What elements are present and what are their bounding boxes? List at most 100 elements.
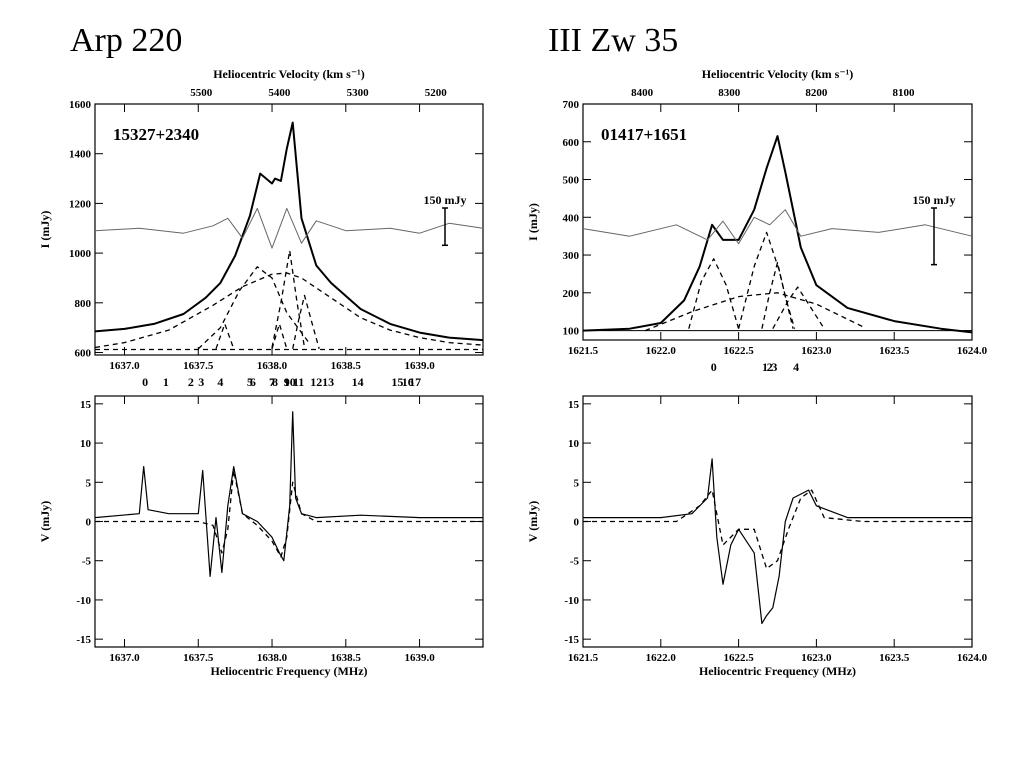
- arp220-stokes-V-ytick-label: 5: [86, 477, 92, 489]
- iiizw35-stokes-V-xtick-label: 1624.0: [957, 652, 988, 664]
- iiizw35-stokes-V-ytick-label: 15: [568, 399, 580, 411]
- iiizw35-stokes-I-x2tick-label: 8300: [718, 87, 741, 99]
- iiizw35-stokes-I-component-label: 0: [711, 360, 717, 374]
- iiizw35-stokes-V-ytick-label: 10: [568, 438, 580, 450]
- arp220-stokes-I-series-dashed-3: [271, 249, 306, 348]
- iiizw35-stokes-I-source-label: 01417+1651: [601, 125, 687, 144]
- arp220-stokes-V-ytick-label: 0: [86, 517, 92, 529]
- iiizw35-stokes-I-ytick-label: 200: [563, 288, 580, 300]
- iiizw35-stokes-V-ytick-label: 5: [574, 477, 580, 489]
- iiizw35-stokes-I-component-label: 3: [771, 360, 777, 374]
- arp220-stokes-I-component-label: 10: [284, 375, 296, 389]
- iiizw35-stokes-I-ytick-label: 300: [563, 250, 580, 262]
- iiizw35-stokes-I-ytick-label: 600: [563, 137, 580, 149]
- arp220-stokes-I-component-label: 11: [293, 375, 304, 389]
- iiizw35-stokes-I-x2tick-label: 8400: [631, 87, 654, 99]
- iiizw35-stokes-V-ytick-label: -5: [570, 556, 580, 568]
- arp220-stokes-I-component-label: 3: [198, 375, 204, 389]
- iiizw35-stokes-I-x2label: Heliocentric Velocity (km s⁻¹): [702, 67, 854, 81]
- iiizw35-stokes-I-series-dashed-3: [761, 261, 796, 329]
- iiizw35-stokes-I-ytick-label: 400: [563, 212, 580, 224]
- iiizw35-stokes-I-xtick-label: 1624.0: [957, 345, 988, 357]
- arp220-stokes-I-component-label: 1: [163, 375, 169, 389]
- arp220-stokes-I-component-label: 2: [188, 375, 194, 389]
- arp220-stokes-I-x2tick-label: 5300: [347, 87, 370, 99]
- arp220-stokes-I-component-label: 12: [310, 375, 322, 389]
- iiizw35-stokes-V-xlabel: Heliocentric Frequency (MHz): [699, 664, 856, 678]
- iiizw35-stokes-I-frame: [582, 103, 973, 341]
- arp220-stokes-V-xtick-label: 1637.0: [109, 652, 140, 664]
- arp220-stokes-I-scale-bar-label: 150 mJy: [424, 193, 467, 207]
- arp220-stokes-I-component-label: 13: [322, 375, 334, 389]
- iiizw35-stokes-I-scale-bar-label: 150 mJy: [913, 193, 956, 207]
- arp220-stokes-I-component-label: 8: [272, 375, 278, 389]
- iiizw35-stokes-I-component-label: 4: [793, 360, 799, 374]
- arp220-stokes-V-xtick-label: 1638.0: [257, 652, 288, 664]
- arp220-stokes-I-x2label: Heliocentric Velocity (km s⁻¹): [213, 67, 365, 81]
- iiizw35-stokes-V-xtick-label: 1623.5: [879, 652, 910, 664]
- iiizw35-stokes-V-ytick-label: -15: [564, 634, 579, 646]
- arp220-stokes-I-xtick-label: 1638.5: [331, 360, 362, 372]
- arp220-stokes-I-ytick-label: 1000: [69, 248, 92, 260]
- iiizw35-stokes-I-ylabel: I (mJy): [526, 203, 540, 241]
- iiizw35-stokes-V-ytick-label: 0: [574, 517, 580, 529]
- iiizw35-stokes-V-ytick-label: -10: [564, 595, 579, 607]
- iiizw35-stokes-V-series-dashed-1: [583, 489, 972, 570]
- iiizw35-stokes-I-series-dashed-2: [737, 231, 794, 329]
- arp220-stokes-I-series-dashed-1: [94, 272, 484, 349]
- arp220-stokes-I-component-label: 15: [391, 375, 403, 389]
- arp220-stokes-I-component-label: 14: [352, 375, 364, 389]
- arp220-stokes-I-source-label: 15327+2340: [113, 125, 199, 144]
- arp220-stokes-I-ytick-label: 1200: [69, 198, 92, 210]
- arp220-stokes-I-series-dashed-5: [215, 323, 235, 350]
- arp220-stokes-I-series-residual-8: [94, 207, 484, 249]
- arp220-stokes-I-ytick-label: 1600: [69, 99, 92, 111]
- arp220-stokes-I-ytick-label: 1400: [69, 149, 92, 161]
- iiizw35-stokes-I-series-dashed-4: [772, 286, 825, 330]
- iiizw35-stokes-V-series-solid-0: [583, 458, 972, 625]
- arp220-stokes-V-ytick-label: -10: [76, 595, 91, 607]
- arp220-stokes-I-component-label: 5: [247, 375, 253, 389]
- iiizw35-stokes-I-component-label: 1: [762, 360, 768, 374]
- arp220-stokes-V-ytick-label: 15: [80, 399, 92, 411]
- arp220-stokes-I-component-label: 0: [142, 375, 148, 389]
- arp220-stokes-I-component-label: 9: [284, 375, 290, 389]
- arp220-stokes-I-component-label: 4: [217, 375, 223, 389]
- arp220-stokes-I-series-solid-thick-0: [94, 121, 484, 342]
- arp220-stokes-V-ytick-label: -5: [82, 556, 92, 568]
- arp220-stokes-I-xtick-label: 1639.0: [404, 360, 435, 372]
- arp220-stokes-I-series-dashed-4: [292, 294, 320, 349]
- title-arp220: Arp 220: [70, 22, 183, 59]
- arp220-stokes-I-xtick-label: 1638.0: [257, 360, 288, 372]
- iiizw35-stokes-I-series-solid-thick-0: [582, 135, 973, 334]
- arp220-stokes-I-ytick-label: 800: [75, 298, 92, 310]
- iiizw35-stokes-I-ytick-label: 100: [563, 326, 580, 338]
- arp220-stokes-V-xtick-label: 1637.5: [183, 652, 214, 664]
- arp220-stokes-I-frame: [94, 103, 484, 356]
- iiizw35-stokes-V-xtick-label: 1622.5: [723, 652, 754, 664]
- arp220-stokes-V-series-solid-0: [94, 411, 483, 578]
- iiizw35-stokes-I-x2tick-label: 8200: [805, 87, 828, 99]
- arp220-stokes-V-ylabel: V (mJy): [38, 501, 52, 542]
- iiizw35-stokes-I-series-dashed-5: [644, 292, 864, 332]
- arp220-stokes-I-ylabel: I (mJy): [38, 211, 52, 249]
- arp220-stokes-V-series-dashed-1: [95, 469, 483, 558]
- arp220-stokes-I-component-label: 16: [402, 375, 414, 389]
- arp220-stokes-I-x2tick-label: 5500: [190, 87, 213, 99]
- arp220-stokes-I-component-label: 6: [250, 375, 256, 389]
- arp220-stokes-I-component-label: 17: [409, 375, 421, 389]
- title-iiizw35: III Zw 35: [548, 22, 679, 59]
- iiizw35-stokes-I-x2tick-label: 8100: [893, 87, 916, 99]
- arp220-stokes-I-x2tick-label: 5200: [425, 87, 448, 99]
- arp220-stokes-I-xtick-label: 1637.0: [109, 360, 140, 372]
- iiizw35-stokes-V-xtick-label: 1623.0: [801, 652, 832, 664]
- iiizw35-stokes-I-xtick-label: 1622.0: [646, 345, 677, 357]
- iiizw35-stokes-I-xtick-label: 1623.0: [801, 345, 832, 357]
- arp220-stokes-I-xtick-label: 1637.5: [183, 360, 214, 372]
- iiizw35-stokes-I-series-residual-7: [582, 209, 973, 245]
- arp220-stokes-I-component-label: 7: [269, 375, 275, 389]
- arp220-stokes-I-ytick-label: 600: [75, 348, 92, 360]
- iiizw35-stokes-I-ytick-label: 500: [563, 175, 580, 187]
- iiizw35-stokes-I-component-label: 2: [767, 360, 773, 374]
